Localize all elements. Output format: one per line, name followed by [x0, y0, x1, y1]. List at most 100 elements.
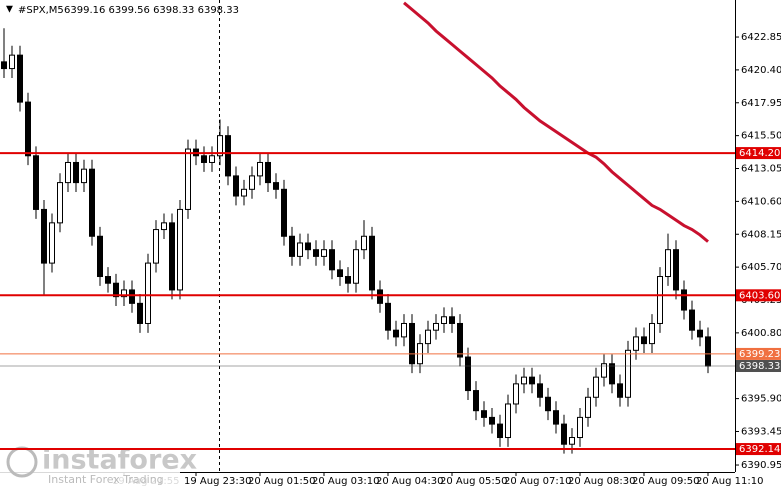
candle-body — [313, 249, 319, 257]
y-tick-label: 6422.85 — [741, 32, 781, 43]
candle-body — [305, 242, 311, 251]
candle-body — [681, 289, 687, 311]
x-tick-label: 20 Aug 05:50 — [440, 476, 507, 487]
level-label: 6392.14 — [739, 444, 780, 455]
candle-body — [257, 161, 263, 177]
menu-arrow[interactable]: ▼ — [6, 5, 13, 15]
x-tick-label: 20 Aug 09:50 — [632, 476, 699, 487]
candle-body — [297, 242, 303, 257]
candle-body — [217, 135, 223, 157]
y-tick-label: 6390.95 — [741, 460, 781, 471]
candle-body — [433, 322, 439, 331]
symbol: #SPX,M5 — [18, 5, 64, 16]
candle-body — [689, 309, 695, 331]
candle-body — [601, 363, 607, 378]
candle-body — [169, 222, 175, 291]
candle-body — [345, 276, 351, 284]
candle-body — [353, 249, 359, 284]
candle-body — [137, 302, 143, 324]
candle-body — [625, 349, 631, 398]
y-tick-label: 6415.50 — [741, 131, 781, 142]
candle-body — [265, 161, 271, 184]
level-label-bg — [736, 347, 781, 360]
candle-body — [225, 135, 231, 177]
candle-body — [129, 289, 135, 304]
candle-body — [17, 54, 23, 103]
candle-body — [441, 316, 447, 324]
y-tick-label: 6400.80 — [741, 328, 781, 339]
candle-body — [329, 249, 335, 271]
candle-body — [553, 410, 559, 425]
candle-body — [81, 168, 87, 184]
candle-body — [401, 322, 407, 338]
candle-body — [121, 289, 127, 298]
level-label-bg — [736, 360, 781, 373]
candle-body — [145, 262, 151, 324]
level-label: 6398.33 — [739, 361, 780, 372]
candle-body — [201, 155, 207, 163]
candle-body — [521, 376, 527, 385]
candle-body — [105, 276, 111, 284]
candle-body — [209, 155, 215, 163]
x-tick-label: 20 Aug 04:30 — [376, 476, 443, 487]
candle-body — [649, 322, 655, 345]
candle-body — [177, 208, 183, 291]
candle-body — [289, 235, 295, 257]
candle-body — [529, 376, 535, 385]
candle-body — [481, 410, 487, 418]
y-tick-label: 6395.90 — [741, 394, 781, 405]
candle-body — [697, 329, 703, 338]
level-label: 6403.60 — [739, 290, 780, 301]
level-label: 6414.20 — [739, 148, 780, 159]
candle-body — [497, 423, 503, 439]
candle-body — [377, 289, 383, 304]
candle-body — [569, 437, 575, 445]
candle-body — [1, 61, 7, 70]
candle-body — [385, 302, 391, 331]
level-label-bg — [736, 443, 781, 456]
x-tick-label: 20 Aug 01:50 — [248, 476, 315, 487]
candle-body — [25, 101, 31, 157]
candle-body — [281, 188, 287, 237]
candle-body — [73, 161, 79, 184]
candle-body — [185, 148, 191, 210]
y-tick-label: 6420.40 — [741, 65, 781, 76]
candle-body — [153, 229, 159, 264]
candle-body — [593, 376, 599, 398]
candle-body — [465, 356, 471, 392]
candle-body — [369, 235, 375, 291]
candle-body — [705, 336, 711, 367]
candle-body — [273, 182, 279, 190]
candle-body — [89, 168, 95, 237]
candle-body — [393, 329, 399, 338]
candle-body — [585, 396, 591, 418]
candle-body — [513, 383, 519, 405]
candle-body — [9, 54, 15, 70]
quote: 6399.16 6399.56 6398.33 6398.33 — [64, 5, 239, 16]
candle-body — [561, 423, 567, 445]
watermark-logo — [6, 446, 38, 478]
candle-body — [409, 322, 415, 365]
candle-body — [249, 175, 255, 190]
candle-body — [657, 276, 663, 324]
candle-body — [665, 249, 671, 278]
candle-body — [545, 396, 551, 412]
y-tick-label: 6408.15 — [741, 229, 781, 240]
watermark-tagline: Instant Forex Trading — [48, 473, 164, 486]
moving-average — [403, 1, 709, 243]
candle-body — [233, 175, 239, 197]
level-label-bg — [736, 289, 781, 302]
y-tick-label: 6413.05 — [741, 164, 781, 175]
candle-body — [241, 188, 247, 197]
x-tick-label: 19 Aug 23:30 — [184, 476, 251, 487]
candle-body — [33, 155, 39, 210]
candle-body — [473, 390, 479, 412]
candle-body — [673, 249, 679, 291]
x-tick-label: 20 Aug 08:30 — [568, 476, 635, 487]
candle-body — [505, 403, 511, 439]
y-tick-label: 6417.95 — [741, 98, 781, 109]
x-tick-label: 20 Aug 07:10 — [504, 476, 571, 487]
